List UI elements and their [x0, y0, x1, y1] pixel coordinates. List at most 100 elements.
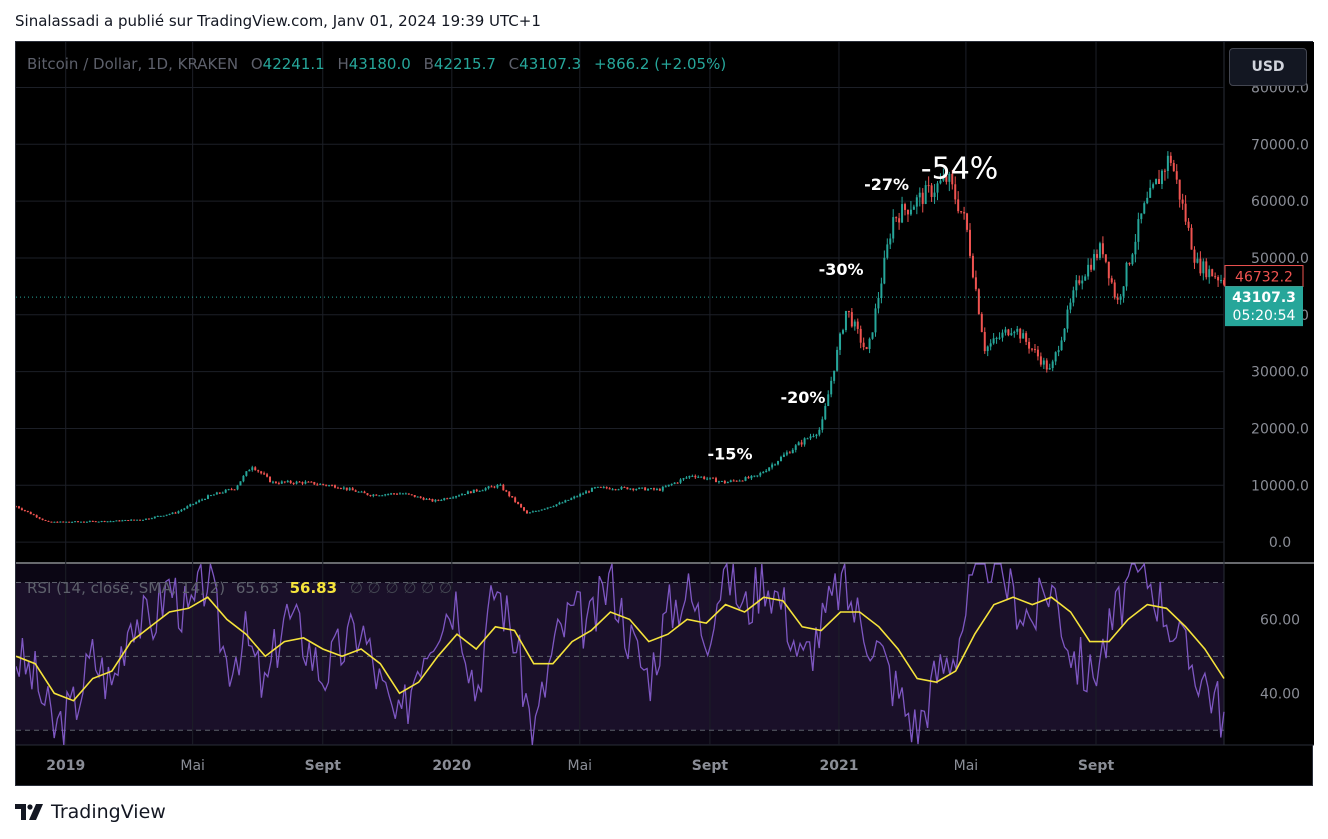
- candle-body: [221, 492, 224, 494]
- candle-body: [709, 477, 712, 479]
- candle-body: [218, 492, 221, 494]
- candle-body: [481, 490, 484, 492]
- candle-body: [717, 481, 720, 483]
- candle-body: [844, 310, 847, 331]
- candle-body: [396, 493, 399, 495]
- candle-body: [1107, 261, 1110, 279]
- candle-body: [830, 380, 833, 395]
- candle-body: [833, 370, 836, 381]
- candle-body: [1042, 360, 1045, 365]
- candle-body: [641, 487, 644, 489]
- candle-body: [930, 185, 933, 197]
- candle-body: [983, 331, 986, 352]
- candle-body: [469, 491, 472, 494]
- candle-body: [301, 482, 304, 484]
- time-axis-label: Sept: [692, 758, 729, 774]
- candle-body: [1033, 349, 1036, 351]
- candle-body: [23, 510, 26, 512]
- candle-body: [676, 482, 679, 484]
- rsi-pane: [16, 561, 1225, 746]
- candle-body: [655, 488, 658, 490]
- candle-body: [100, 521, 103, 523]
- chart-canvas[interactable]: 80000.070000.060000.050000.040000.030000…: [16, 42, 1314, 787]
- candle-body: [989, 343, 992, 347]
- candle-body: [363, 491, 366, 494]
- candle-body: [328, 485, 331, 487]
- time-axis-label: Mai: [180, 758, 205, 774]
- candle-body: [898, 218, 901, 223]
- candle-body: [576, 496, 579, 498]
- candle-body: [567, 499, 570, 501]
- candle-body: [47, 520, 50, 522]
- drawdown-annotation: -30%: [819, 260, 864, 279]
- candle-body: [729, 480, 732, 482]
- candle-body: [617, 489, 620, 491]
- candle-body: [351, 488, 354, 491]
- candle-body: [918, 192, 921, 198]
- candle-body: [1217, 277, 1220, 281]
- candle-body: [260, 471, 263, 474]
- candle-body: [398, 493, 401, 495]
- candle-body: [806, 438, 809, 440]
- candle-body: [1104, 254, 1107, 262]
- candle-body: [638, 487, 641, 490]
- candle-body: [573, 496, 576, 499]
- candle-body: [564, 500, 567, 503]
- candle-body: [316, 484, 319, 486]
- candle-body: [785, 452, 788, 455]
- candle-body: [466, 491, 469, 495]
- candle-body: [1093, 254, 1096, 270]
- candle-body: [29, 511, 32, 515]
- time-axis-label: Mai: [568, 758, 593, 774]
- candle-body: [106, 521, 109, 523]
- candle-body: [850, 312, 853, 327]
- chart-frame[interactable]: 80000.070000.060000.050000.040000.030000…: [15, 41, 1314, 787]
- candle-body: [968, 229, 971, 256]
- candle-body: [735, 480, 738, 482]
- candle-body: [670, 483, 673, 485]
- candle-body: [41, 518, 44, 521]
- candle-body: [579, 493, 582, 497]
- currency-button[interactable]: USD: [1229, 48, 1307, 86]
- candle-body: [753, 475, 756, 477]
- footer: TradingView: [15, 801, 166, 823]
- candle-body: [582, 493, 585, 495]
- candle-body: [971, 255, 974, 278]
- candle-body: [336, 487, 339, 489]
- candle-body: [963, 212, 966, 214]
- candle-body: [419, 496, 422, 498]
- candle-body: [1036, 349, 1039, 357]
- candle-body: [1019, 328, 1022, 339]
- candle-body: [1028, 341, 1031, 349]
- low-label: B: [423, 55, 434, 73]
- candle-body: [310, 481, 313, 483]
- candle-body: [192, 503, 195, 505]
- candle-body: [815, 434, 818, 436]
- candle-body: [198, 500, 201, 503]
- candle-body: [679, 479, 682, 483]
- rsi-axis-label: 60.00: [1260, 612, 1300, 628]
- candle-body: [889, 238, 892, 245]
- countdown-label: 05:20:54: [1233, 308, 1296, 324]
- tradingview-brand: TradingView: [51, 801, 166, 823]
- candle-body: [765, 470, 768, 473]
- candle-body: [1069, 302, 1072, 310]
- candle-body: [322, 483, 325, 485]
- low-value: 42215.7: [433, 55, 496, 73]
- candle-body: [523, 507, 526, 511]
- candle-body: [1016, 328, 1019, 332]
- candle-body: [608, 488, 611, 490]
- candle-body: [245, 471, 248, 476]
- candle-body: [56, 521, 59, 523]
- candle-body: [77, 521, 80, 523]
- candle-body: [366, 493, 369, 496]
- candle-body: [280, 481, 283, 484]
- candle-body: [159, 515, 162, 517]
- candle-body: [555, 504, 558, 507]
- time-axis-label: Mai: [954, 758, 979, 774]
- candle-body: [1095, 254, 1098, 258]
- candle-body: [62, 521, 65, 523]
- candle-body: [1128, 262, 1131, 265]
- candle-body: [1158, 179, 1161, 184]
- candle-body: [431, 499, 434, 502]
